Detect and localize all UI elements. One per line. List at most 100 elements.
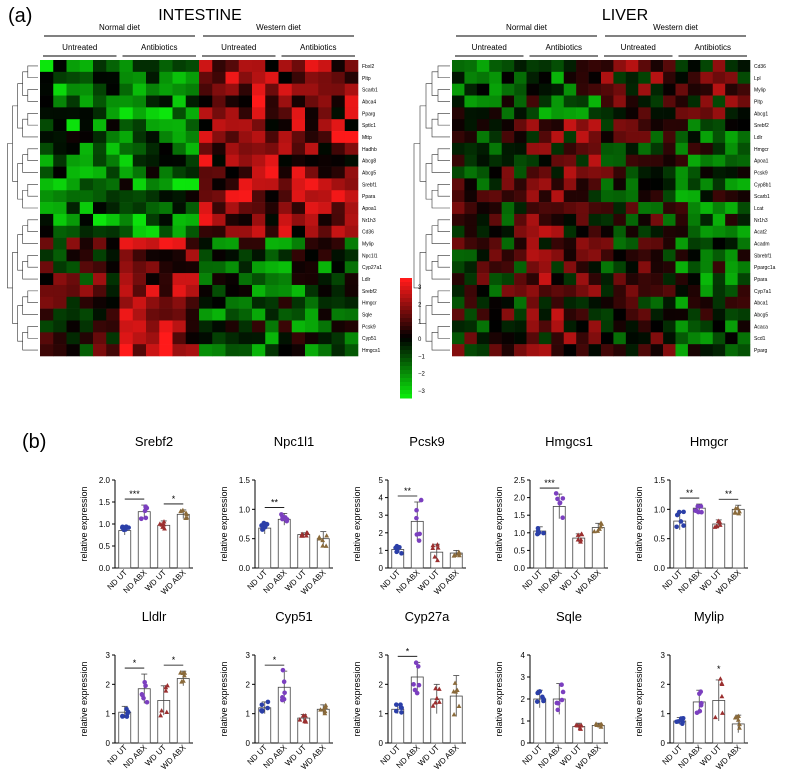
gene-label: Pcsk9	[362, 324, 376, 330]
heatmap-cell	[675, 284, 689, 298]
heatmap-cell	[538, 296, 552, 309]
heatmap-cell	[212, 190, 226, 203]
gene-label: Cd36	[754, 64, 766, 70]
heatmap-cell	[199, 190, 213, 203]
heatmap-cell	[712, 83, 726, 96]
heatmap-cell	[625, 237, 639, 250]
dendrogram-branch	[22, 118, 38, 138]
heatmap-cell	[225, 261, 240, 274]
heatmap-cell	[700, 131, 714, 144]
heatmap-cell	[452, 119, 465, 132]
heatmap-cell	[93, 308, 107, 321]
heatmap-cell	[501, 166, 515, 179]
data-point	[598, 524, 604, 529]
heatmap-cell	[476, 344, 490, 357]
heatmap-cell	[489, 332, 502, 345]
data-point	[300, 533, 305, 538]
heatmap-cell	[159, 71, 173, 84]
heatmap-cell	[588, 332, 602, 345]
heatmap-cell	[551, 320, 565, 333]
heatmap-cell	[172, 261, 187, 274]
heatmap-cell	[132, 284, 147, 298]
heatmap-cell	[185, 83, 200, 96]
treatment-label: Untreated	[472, 43, 507, 52]
heatmap-cell	[625, 60, 639, 73]
heatmap-cell	[199, 166, 213, 179]
heatmap-cell	[172, 119, 187, 132]
heatmap-cell	[132, 273, 147, 286]
y-tick-label: 3	[379, 651, 384, 660]
heatmap-cell	[278, 261, 293, 274]
heatmap-cell	[675, 95, 689, 108]
dendrogram-branch	[22, 296, 38, 315]
heatmap-cell	[601, 332, 614, 345]
heatmap-cell	[476, 166, 490, 179]
heatmap-cell	[40, 320, 54, 333]
heatmap-cell	[725, 332, 738, 345]
heatmap-cell	[737, 142, 751, 156]
heatmap-cell	[576, 237, 589, 250]
data-point	[456, 549, 462, 555]
gene-label: Npc1l1	[362, 253, 378, 259]
y-tick-label: 4	[379, 494, 384, 503]
heatmap-cell	[576, 166, 589, 179]
heatmap-cell	[199, 308, 213, 321]
heatmap-cell	[331, 95, 346, 108]
bar	[157, 524, 171, 569]
heatmap-cell	[79, 308, 94, 321]
heatmap-cell	[489, 308, 502, 321]
heatmap-cell	[725, 142, 738, 156]
heatmap-cell	[452, 154, 465, 167]
heatmap-cell	[278, 273, 293, 286]
data-point	[125, 711, 130, 716]
heatmap-cell	[40, 83, 54, 96]
y-tick-label: 3	[379, 511, 384, 520]
heatmap-cell	[737, 202, 751, 215]
heatmap-cell	[476, 225, 490, 238]
heatmap-cell	[238, 178, 253, 191]
heatmap-cell	[601, 202, 614, 215]
gene-label: Cyp51	[362, 336, 377, 342]
dendrogram-branch	[27, 89, 38, 102]
heatmap-cell	[40, 284, 54, 298]
heatmap-cell	[526, 71, 540, 84]
heatmap-cell	[199, 71, 213, 84]
data-point	[430, 703, 436, 708]
heatmap-cell	[514, 225, 527, 238]
heatmap-cell	[638, 308, 651, 321]
heatmap-cell	[601, 142, 614, 156]
heatmap-cell	[106, 332, 120, 345]
heatmap-cell	[79, 249, 94, 262]
dendrogram-branch	[431, 154, 450, 173]
heatmap-cell	[563, 154, 577, 167]
dendrogram-branch	[7, 143, 13, 289]
heatmap-cell	[331, 131, 346, 144]
heatmap-cell	[588, 60, 602, 73]
heatmap-cell	[650, 213, 664, 227]
data-point	[414, 515, 419, 521]
heatmap-cell	[238, 320, 253, 333]
heatmap-cell	[737, 107, 751, 120]
heatmap-cell	[725, 273, 738, 286]
heatmap-cell	[212, 296, 226, 309]
dendrogram-branch	[22, 71, 28, 96]
dendrogram-branch	[27, 326, 38, 339]
heatmap-cell	[106, 190, 120, 203]
heatmap-cell	[132, 154, 147, 167]
heatmap-cell	[551, 119, 565, 132]
heatmap-cell	[106, 261, 120, 274]
heatmap-cell	[344, 284, 359, 298]
heatmap-cell	[588, 296, 602, 309]
heatmap-cell	[476, 284, 490, 298]
heatmap-cell	[464, 166, 478, 179]
heatmap-cell	[576, 296, 589, 309]
heatmap-cell	[737, 190, 751, 203]
heatmap-cell	[344, 261, 359, 274]
y-tick-label: 3	[246, 651, 251, 660]
y-tick-label: 3	[661, 651, 666, 660]
heatmap-cell	[344, 344, 359, 357]
heatmap-cell	[538, 178, 552, 191]
heatmap-cell	[476, 202, 490, 215]
